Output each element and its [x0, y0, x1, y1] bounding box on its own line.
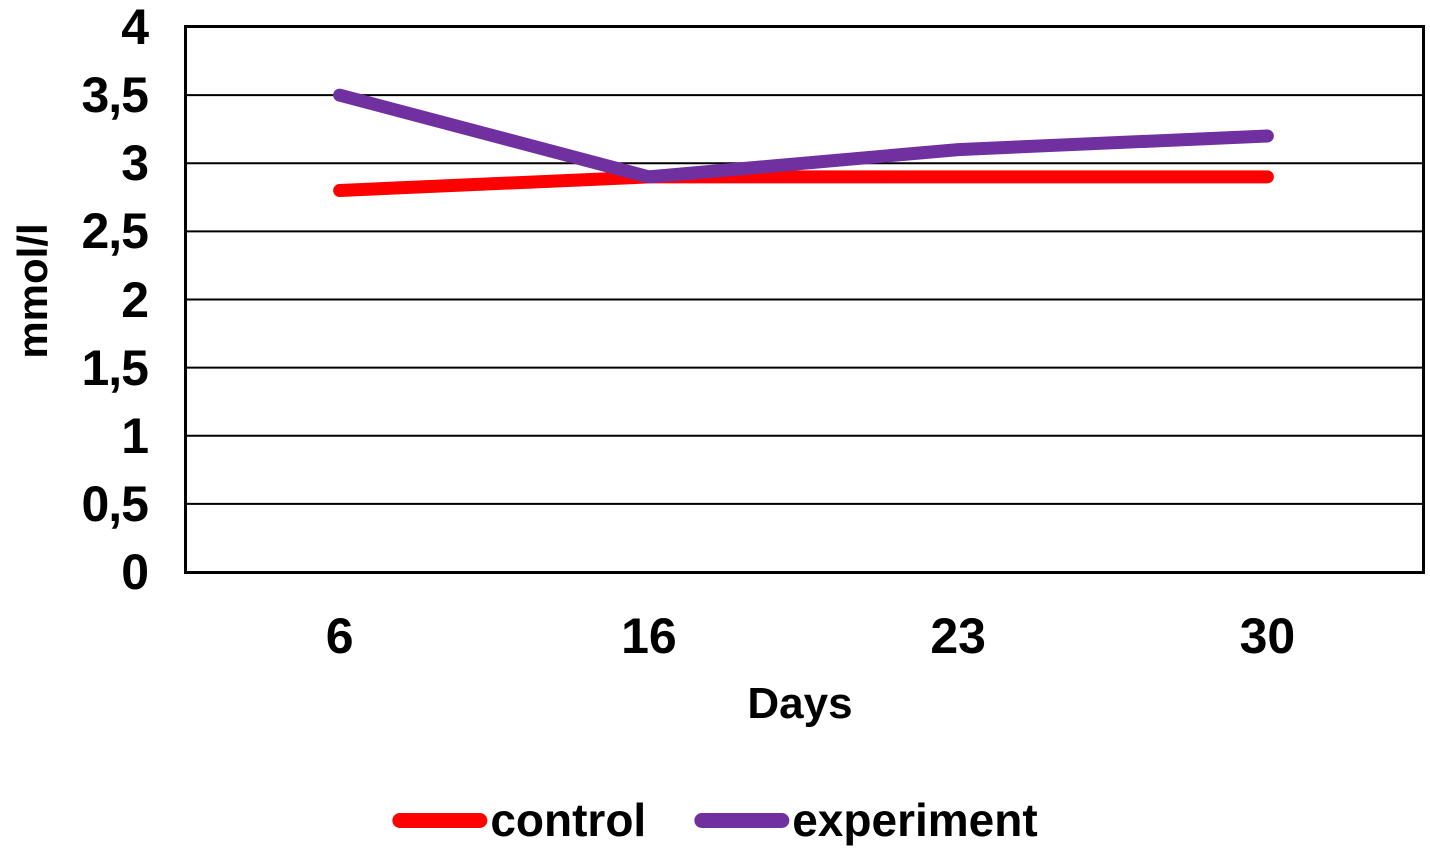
x-tick-label: 6	[325, 608, 354, 664]
y-tick-label: 2,5	[81, 203, 149, 260]
legend-item-control: control	[392, 797, 646, 843]
y-tick-label: 3,5	[81, 67, 149, 124]
y-tick-label: 3	[121, 135, 149, 192]
legend-item-experiment: experiment	[694, 794, 1038, 846]
y-tick-label: 4	[121, 0, 149, 55]
plot-area	[184, 25, 1425, 574]
legend-label-experiment: experiment	[792, 794, 1038, 846]
y-axis-tick-labels: 4 3,5 3 2,5 2 1,5 1 0,5 0	[0, 0, 149, 860]
x-axis-title: Days	[747, 679, 853, 728]
legend-label-control: control	[490, 794, 647, 846]
x-tick-label: 16	[621, 608, 677, 664]
y-tick-label: 0,5	[81, 475, 149, 532]
control-line-swatch	[392, 812, 488, 828]
y-tick-label: 1,5	[81, 339, 149, 396]
legend: control experiment	[392, 794, 1038, 846]
x-tick-label: 30	[1239, 608, 1296, 664]
y-tick-label: 1	[121, 407, 149, 464]
x-tick-label: 23	[930, 608, 986, 664]
y-tick-label: 0	[121, 544, 149, 600]
experiment-line-swatch	[694, 812, 790, 828]
y-tick-label: 2	[121, 271, 149, 328]
